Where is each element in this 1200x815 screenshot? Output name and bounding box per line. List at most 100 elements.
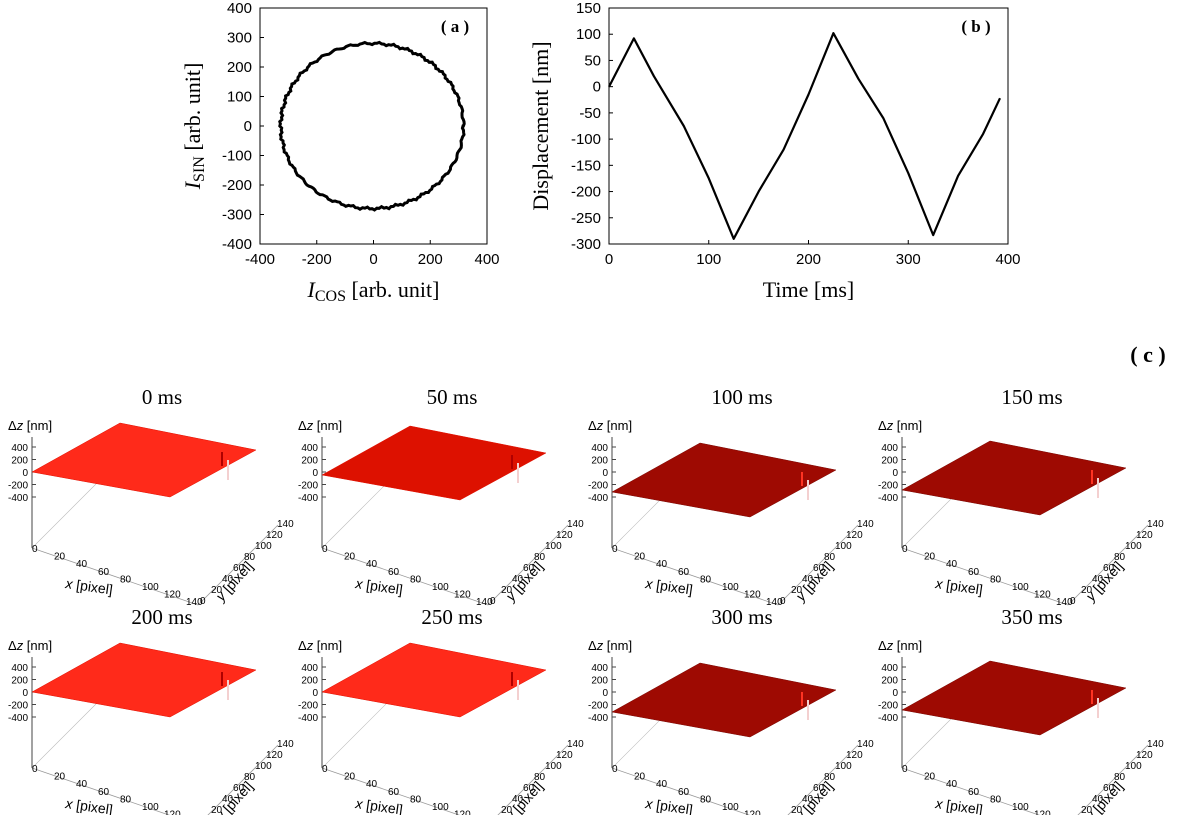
frame-xlabel: x [pixel]	[354, 575, 404, 598]
frame-xtick-label: 20	[924, 772, 936, 783]
plot-a-ytick-label: 300	[227, 30, 252, 47]
frame-xtick-label: 20	[634, 772, 646, 783]
frame-ztick-label: 0	[602, 468, 608, 479]
frame-ytick-label: 120	[1136, 750, 1153, 761]
plot-a-ytick-label: 0	[244, 118, 252, 135]
frame-title: 100 ms	[711, 385, 772, 409]
plot-b-xtick-label: 400	[995, 251, 1020, 268]
frame-ztick-label: -200	[878, 481, 898, 492]
frame-ytick-label: 60	[233, 783, 245, 794]
frame-zlabel: Δz [nm]	[298, 418, 342, 433]
frame-xtick-label: 60	[98, 567, 110, 578]
frame-xtick-label: 120	[164, 590, 181, 601]
frame-xtick-label: 140	[476, 597, 493, 608]
frame-xtick-label: 120	[744, 590, 761, 601]
frame-xtick-label: 80	[120, 794, 132, 805]
frame-ytick-label: 60	[813, 783, 825, 794]
frame-base-x	[321, 547, 489, 606]
frame-ztick-label: 400	[301, 663, 318, 674]
frame-title: 350 ms	[1001, 605, 1062, 629]
frame-ytick-label: 40	[222, 794, 234, 805]
frame-ytick-label: 100	[835, 761, 852, 772]
frame-ztick-label: 0	[22, 688, 28, 699]
plot-b-ylabel: Displacement [nm]	[528, 41, 553, 210]
frame-ytick-label: 60	[813, 563, 825, 574]
frame-xtick-label: 20	[54, 552, 66, 563]
frame-xtick-label: 100	[142, 582, 159, 593]
frame-ytick-label: 140	[857, 739, 874, 750]
frame-ztick-label: 200	[591, 456, 608, 467]
frame-ztick-label: -400	[8, 493, 28, 504]
frame-ztick-label: 400	[11, 443, 28, 454]
frame-ytick-label: 20	[1081, 585, 1093, 596]
frame-title: 300 ms	[711, 605, 772, 629]
frame-ztick-label: 400	[591, 663, 608, 674]
plot-b-ytick-label: 100	[576, 26, 601, 43]
frame-base-x	[901, 767, 1041, 815]
frame-ztick-label: 200	[301, 456, 318, 467]
frame-surface	[31, 422, 257, 498]
frame-ytick-label: 120	[1136, 530, 1153, 541]
frame-ztick-label: -400	[588, 493, 608, 504]
frame-xtick-label: 20	[344, 552, 356, 563]
plot-b-xlabel: Time [ms]	[763, 277, 854, 302]
plot-a-xtick-label: 0	[369, 251, 377, 268]
frame-ytick-label: 120	[556, 530, 573, 541]
frame-ztick-label: 200	[301, 676, 318, 687]
frame-xtick-label: 20	[634, 552, 646, 563]
frame-ytick-label: 80	[244, 772, 256, 783]
frame-xtick-label: 40	[946, 559, 958, 570]
frame-xtick-label: 60	[968, 567, 980, 578]
plot-b-ytick-label: 0	[593, 79, 601, 96]
frame-ztick-label: -200	[298, 481, 318, 492]
frame-surface	[321, 642, 547, 718]
frame-ytick-label: 100	[835, 541, 852, 552]
frame-base-x	[901, 547, 1069, 606]
frame-xtick-label: 100	[142, 802, 159, 813]
frame-base-y	[197, 524, 279, 606]
frame-ztick-label: 400	[11, 663, 28, 674]
plot-a-xlabel: ICOS [arb. unit]	[307, 277, 440, 305]
frame-xtick-label: 20	[344, 772, 356, 783]
frame-xtick-label: 40	[366, 559, 378, 570]
panel-b-label: ( b )	[961, 17, 990, 36]
frame-base-y	[497, 744, 569, 815]
frame-ytick-label: 80	[534, 772, 546, 783]
frame-xtick-label: 60	[968, 787, 980, 798]
frame-ytick-label: 140	[857, 519, 874, 530]
frame-base-y	[787, 744, 859, 815]
frame-ytick-label: 80	[1114, 772, 1126, 783]
frame-ytick-label: 80	[1114, 552, 1126, 563]
plot-a-xtick-label: -200	[302, 251, 332, 268]
frame-ztick-label: -200	[588, 481, 608, 492]
frame-zlabel: Δz [nm]	[588, 638, 632, 653]
frame-base-y	[207, 744, 279, 815]
frame-ztick-label: 200	[11, 456, 28, 467]
frame-xtick-label: 140	[186, 597, 203, 608]
frame-xtick-label: 0	[902, 764, 908, 775]
frame-ztick-label: 200	[591, 676, 608, 687]
frame-surface	[321, 425, 547, 501]
frame-xtick-label: 80	[120, 574, 132, 585]
plot-a-ylabel: ISIN [arb. unit]	[180, 63, 208, 191]
frame-ytick-label: 20	[501, 805, 513, 815]
frame-base-x	[611, 767, 751, 815]
frame-xtick-label: 60	[678, 567, 690, 578]
frame-ztick-label: -200	[298, 701, 318, 712]
frame-title: 200 ms	[131, 605, 192, 629]
frame-xtick-label: 40	[656, 559, 668, 570]
frame-xtick-label: 40	[366, 779, 378, 790]
frame-xtick-label: 120	[454, 590, 471, 601]
frame-ytick-label: 40	[1092, 574, 1104, 585]
plot-b-xtick-label: 0	[605, 251, 613, 268]
plot-b-frame	[608, 7, 1009, 245]
frame-xtick-label: 20	[54, 772, 66, 783]
plot-a-ytick-label: 100	[227, 89, 252, 106]
frame-ytick-label: 40	[512, 794, 524, 805]
frame-ztick-label: -400	[588, 713, 608, 724]
frame-xlabel: x [pixel]	[64, 575, 114, 598]
frame-ytick-label: 40	[222, 574, 234, 585]
plot-a-xtick-label: 200	[418, 251, 443, 268]
